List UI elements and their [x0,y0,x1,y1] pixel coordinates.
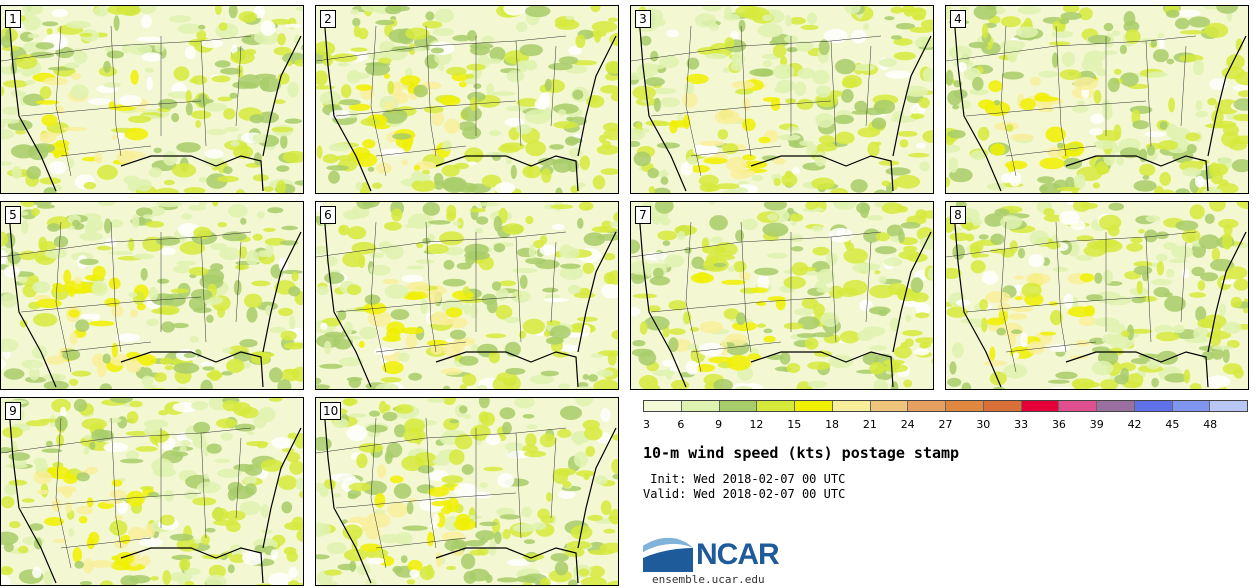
colorbar-swatch [644,401,682,411]
colorbar [643,400,1248,412]
colorbar-tick-label: 6 [677,418,685,431]
colorbar-swatch [719,401,758,411]
colorbar-tick-label: 27 [938,418,953,431]
ncar-logo-icon [643,537,693,572]
colorbar-swatch [946,401,984,411]
colorbar-swatch [1097,401,1135,411]
valid-time: Valid: Wed 2018-02-07 00 UTC [643,487,846,501]
map-panel: 9 [0,397,304,586]
colorbar-tick-label: 21 [862,418,877,431]
colorbar-tick-label: 12 [749,418,764,431]
init-time: Init: Wed 2018-02-07 00 UTC [643,472,846,486]
colorbar-tick-label: 33 [1014,418,1029,431]
wind-speed-map [316,398,618,585]
colorbar-swatch [908,401,946,411]
colorbar-swatch [1210,401,1247,411]
colorbar-tick-label: 30 [976,418,991,431]
panel-number: 3 [635,10,651,28]
colorbar-swatch [757,401,795,411]
colorbar-swatch [1059,401,1097,411]
wind-speed-map [631,202,933,389]
ncar-logo-text: NCAR [696,538,780,571]
panel-number: 7 [635,206,651,224]
wind-speed-map [316,6,618,193]
colorbar-tick-label: 18 [825,418,840,431]
panel-number: 2 [320,10,336,28]
colorbar-swatch [1134,401,1173,411]
map-panel: 2 [315,5,619,194]
wind-speed-map [1,202,303,389]
map-panel: 8 [945,201,1249,390]
map-panel: 10 [315,397,619,586]
wind-speed-map [946,202,1248,389]
colorbar-tick-label: 24 [900,418,915,431]
colorbar-tick-label: 36 [1051,418,1066,431]
map-panel: 1 [0,5,304,194]
colorbar-swatch [795,401,833,411]
colorbar-tick-label: 9 [715,418,723,431]
colorbar-tick-label: 3 [643,418,650,431]
panel-number: 5 [5,206,21,224]
colorbar-tick-label: 48 [1203,418,1218,431]
map-panel: 6 [315,201,619,390]
wind-speed-map [946,6,1248,193]
plot-title: 10-m wind speed (kts) postage stamp [643,444,960,462]
colorbar-swatch [870,401,909,411]
map-panel: 3 [630,5,934,194]
wind-speed-map [316,202,618,389]
colorbar-tick-label: 45 [1165,418,1180,431]
colorbar-ticks: 3 6 9 12 15 18 21 24 27 30 33 36 39 42 45 48 [643,418,1248,432]
map-panel: 7 [630,201,934,390]
colorbar-swatch [983,401,1022,411]
colorbar-swatch [681,401,720,411]
colorbar-tick-label: 15 [787,418,802,431]
colorbar-tick-label: 42 [1127,418,1142,431]
panel-number: 9 [5,402,21,420]
map-panel: 4 [945,5,1249,194]
panel-number: 1 [5,10,21,28]
map-panel: 5 [0,201,304,390]
site-url[interactable]: ensemble.ucar.edu [652,573,765,586]
colorbar-swatch [1172,401,1211,411]
panel-number: 10 [320,402,342,420]
colorbar-tick-label: 39 [1089,418,1104,431]
wind-speed-map [1,6,303,193]
panel-number: 8 [950,206,966,224]
panel-number: 4 [950,10,966,28]
panel-number: 6 [320,206,336,224]
colorbar-swatch [832,401,871,411]
wind-speed-map [1,398,303,585]
colorbar-swatch [1021,401,1060,411]
wind-speed-map [631,6,933,193]
